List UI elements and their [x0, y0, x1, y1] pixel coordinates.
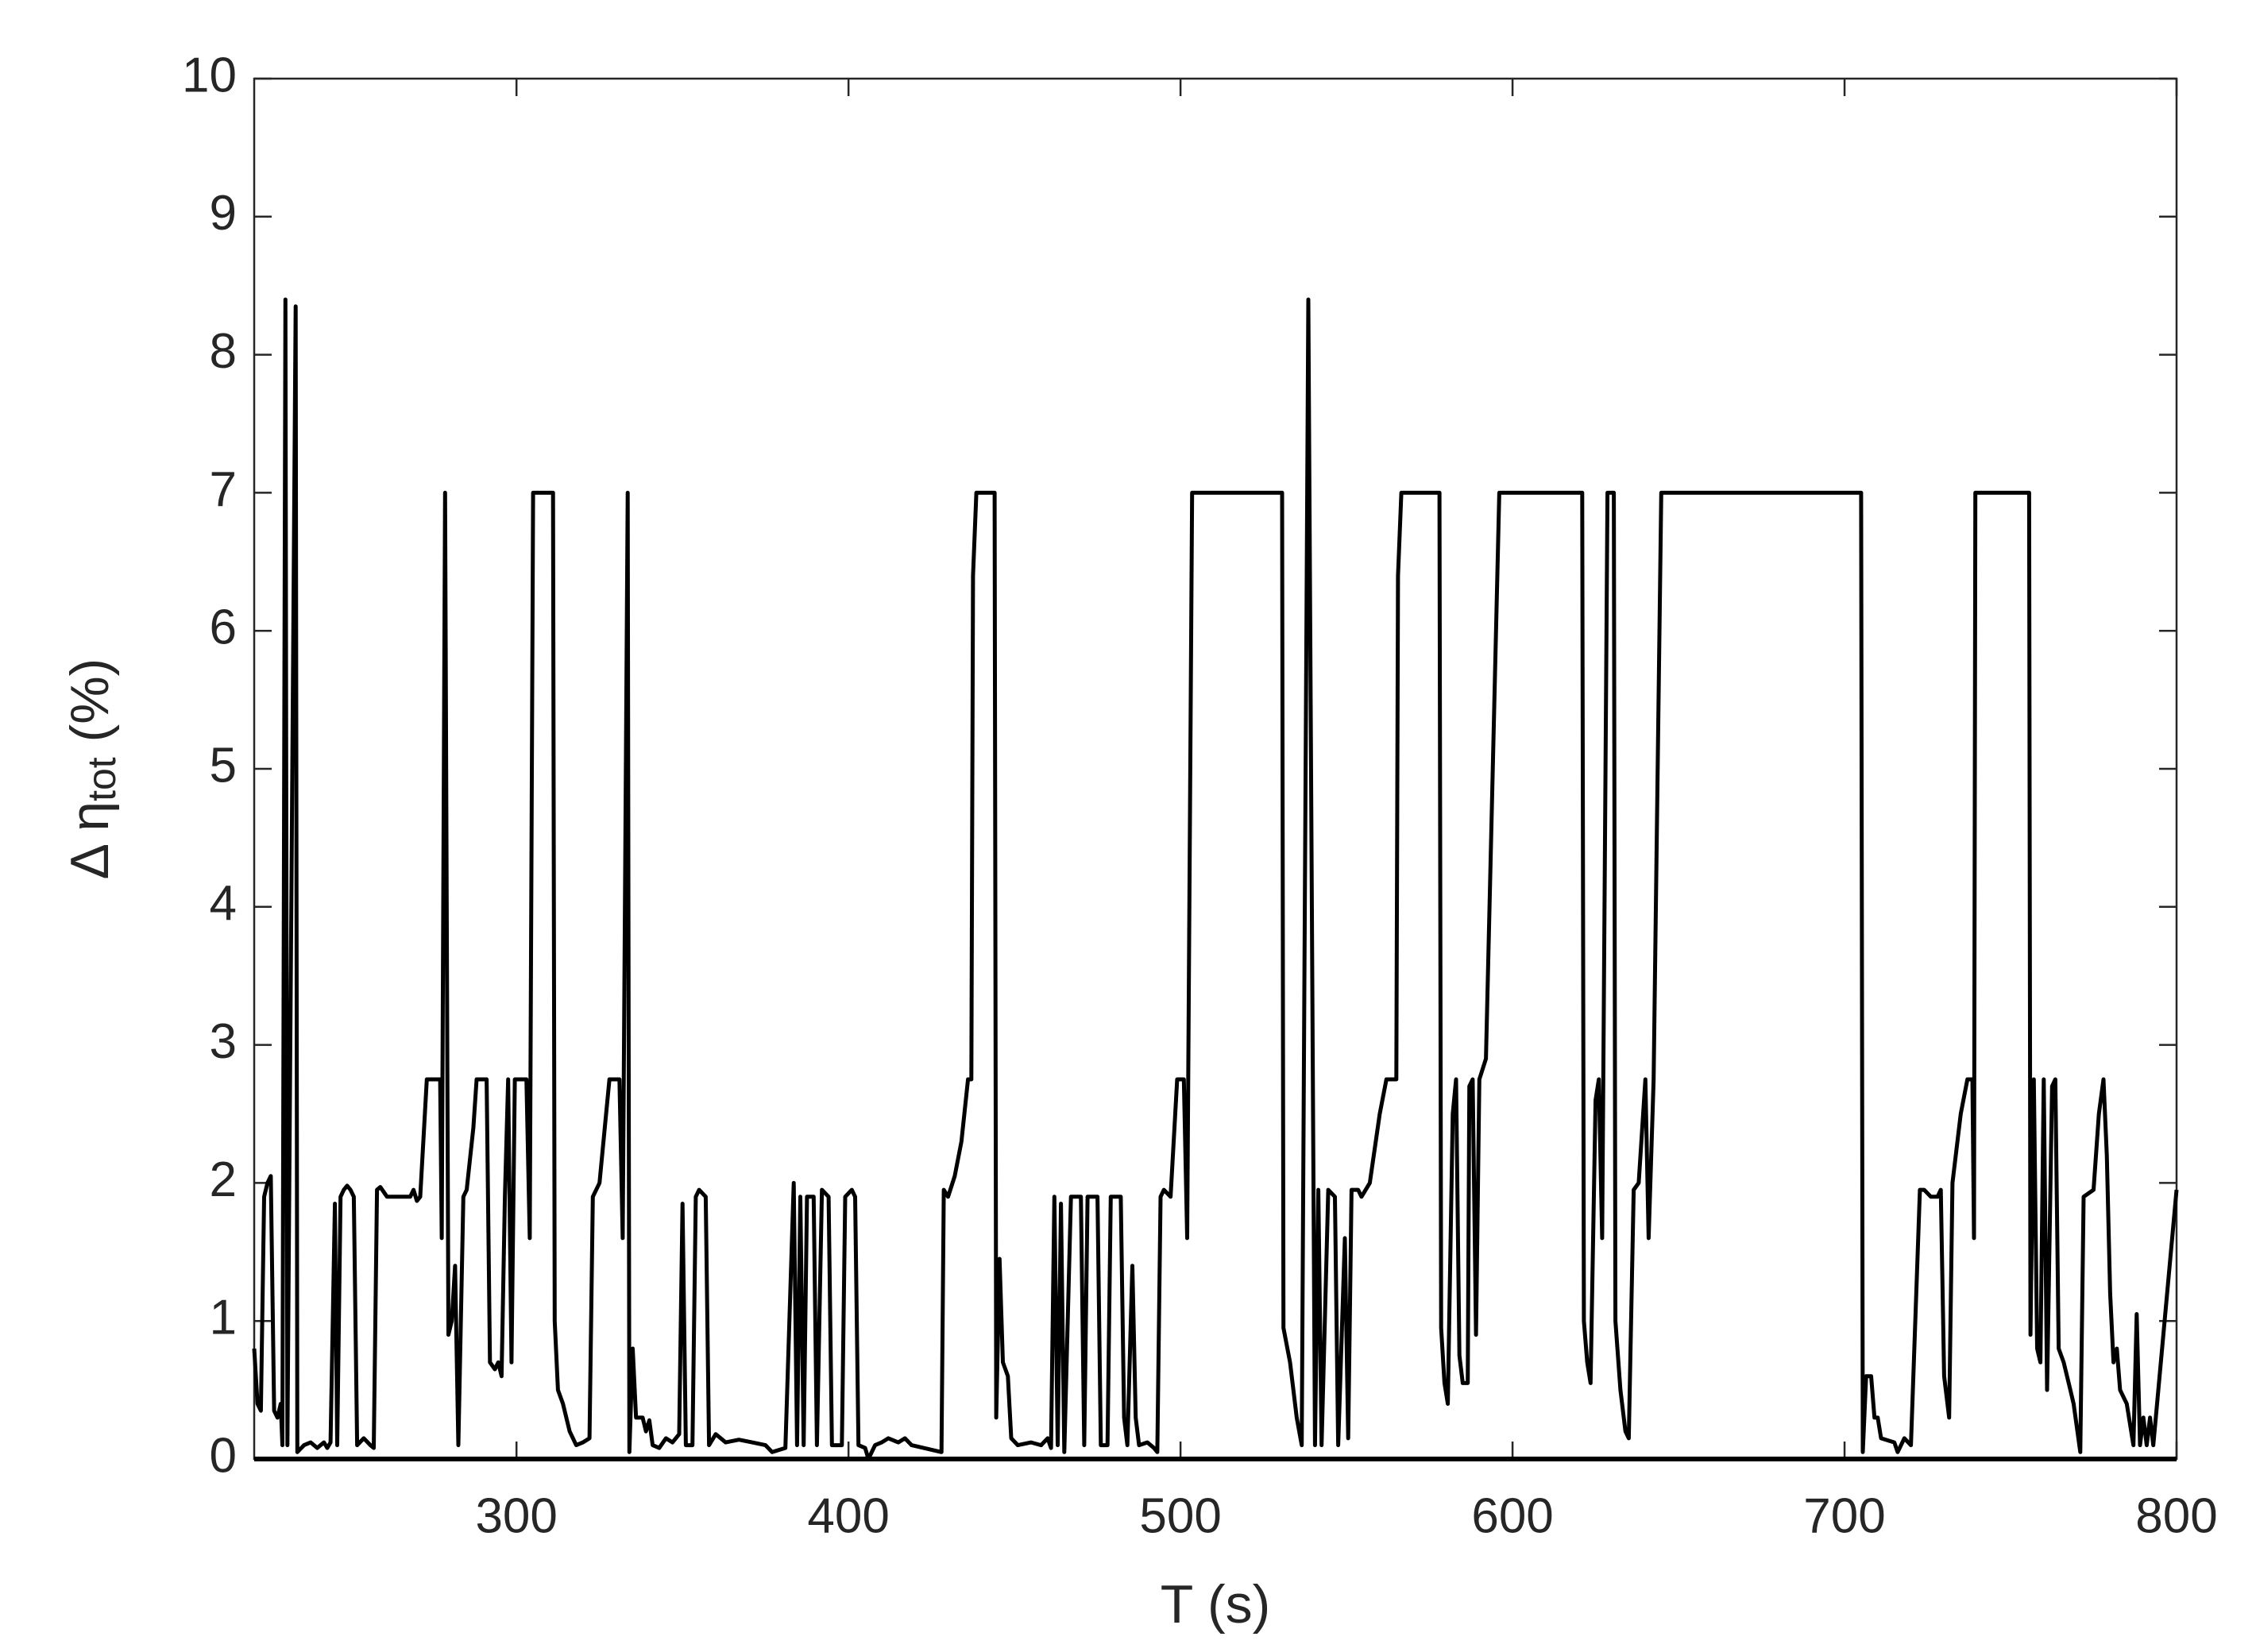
x-tick-label: 800 — [2135, 1488, 2217, 1543]
plot-area — [253, 77, 2178, 1461]
data-line — [252, 297, 2179, 1461]
y-label-unit: (%) — [60, 658, 120, 758]
y-tick-label: 2 — [210, 1152, 237, 1207]
y-tick-label: 7 — [210, 462, 237, 517]
y-tick-label: 8 — [210, 324, 237, 379]
y-axis-label: Δ ηtot (%) — [60, 658, 124, 880]
y-tick-label: 6 — [210, 600, 237, 655]
x-tick-label: 400 — [807, 1488, 889, 1543]
y-tick-label: 1 — [210, 1291, 237, 1345]
y-label-main: Δ η — [60, 801, 120, 879]
y-tick-label: 0 — [210, 1428, 237, 1483]
x-tick-label: 500 — [1139, 1488, 1221, 1543]
y-label-subscript: tot — [79, 757, 124, 801]
x-tick-label: 300 — [475, 1488, 557, 1543]
y-tick-label: 10 — [182, 48, 237, 102]
x-axis-label: T (s) — [1161, 1574, 1271, 1635]
x-tick-label: 700 — [1803, 1488, 1885, 1543]
y-tick-label: 9 — [210, 186, 237, 241]
y-tick-label: 5 — [210, 738, 237, 793]
y-tick-label: 4 — [210, 876, 237, 931]
y-tick-label: 3 — [210, 1014, 237, 1069]
x-tick-label: 600 — [1471, 1488, 1553, 1543]
